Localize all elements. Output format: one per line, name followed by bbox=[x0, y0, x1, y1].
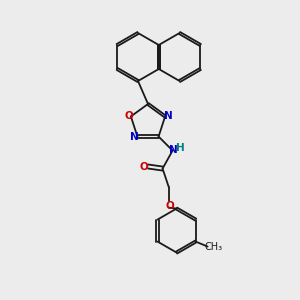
Text: CH₃: CH₃ bbox=[205, 242, 223, 252]
Text: O: O bbox=[139, 162, 148, 172]
Text: H: H bbox=[176, 142, 185, 153]
Text: N: N bbox=[164, 111, 172, 122]
Text: N: N bbox=[169, 145, 178, 154]
Text: O: O bbox=[124, 111, 133, 122]
Text: O: O bbox=[165, 201, 174, 211]
Text: N: N bbox=[130, 132, 139, 142]
